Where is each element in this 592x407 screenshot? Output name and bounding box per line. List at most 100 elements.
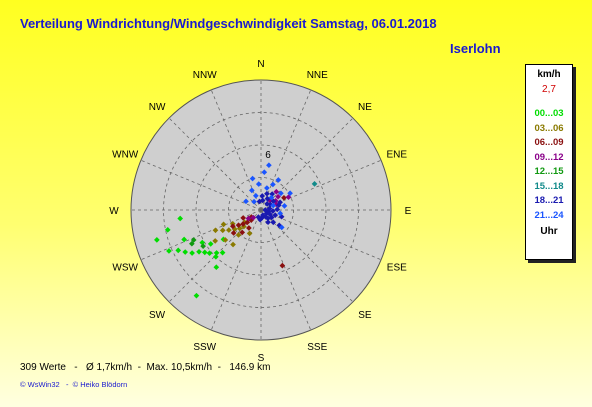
- chart-title: Verteilung Windrichtung/Windgeschwindigk…: [20, 16, 437, 31]
- data-point-5-0: [311, 181, 318, 187]
- data-point-7-9: [249, 175, 256, 182]
- data-point-1-8: [235, 232, 242, 238]
- data-point-1-0: [226, 227, 232, 233]
- data-point-6-19: [259, 193, 266, 199]
- data-point-7-10: [277, 210, 284, 217]
- data-point-7-13: [243, 198, 249, 205]
- legend-interval-2: 06...09: [534, 137, 564, 148]
- radial-tick-label: 6: [265, 150, 271, 161]
- data-point-0-7: [206, 250, 213, 257]
- rose-spoke: [260, 209, 354, 303]
- data-point-7-11: [287, 190, 293, 197]
- direction-label-N: N: [257, 59, 264, 70]
- direction-label-WNW: WNW: [112, 150, 139, 161]
- data-point-0-13: [164, 226, 171, 233]
- data-point-7-17: [249, 187, 255, 194]
- data-point-0-6: [201, 249, 208, 256]
- data-point-1-12: [220, 221, 227, 228]
- direction-label-ENE: ENE: [387, 150, 408, 161]
- data-point-1-7: [222, 237, 229, 243]
- data-point-0-11: [213, 253, 219, 260]
- data-point-6-10: [264, 201, 270, 207]
- rose-spoke: [140, 209, 262, 261]
- data-point-2-7: [279, 262, 286, 269]
- rose-spoke: [168, 117, 262, 211]
- data-point-0-4: [189, 250, 195, 256]
- location-label: Iserlohn: [450, 41, 501, 56]
- data-point-6-23: [263, 214, 269, 220]
- legend-interval-6: 18...21: [534, 195, 564, 206]
- rose-spoke: [260, 209, 382, 261]
- data-point-7-2: [252, 192, 259, 199]
- data-point-7-14: [270, 202, 277, 209]
- summary-text: 309 Werte - Ø 1,7km/h - Max. 10,5km/h - …: [20, 362, 271, 373]
- data-point-3-4: [250, 214, 257, 221]
- direction-label-WSW: WSW: [112, 262, 138, 273]
- data-point-7-3: [255, 181, 262, 187]
- rose-spoke: [210, 89, 262, 211]
- legend-interval-1: 03...06: [534, 122, 564, 134]
- data-point-6-27: [262, 207, 269, 213]
- data-point-3-7: [275, 193, 281, 200]
- data-point-0-12: [177, 215, 184, 222]
- data-point-4-2: [189, 240, 195, 247]
- data-point-0-14: [181, 236, 187, 243]
- data-point-7-4: [270, 181, 276, 188]
- data-point-6-11: [265, 219, 271, 226]
- rose-spoke: [260, 117, 354, 211]
- data-point-0-3: [182, 249, 189, 255]
- data-point-2-8: [239, 229, 246, 236]
- data-point-7-0: [268, 194, 275, 201]
- legend-unit: km/h: [537, 69, 561, 80]
- data-point-1-13: [230, 241, 236, 248]
- data-point-6-21: [277, 199, 283, 206]
- data-point-7-7: [261, 169, 268, 176]
- legend-mean-value: 2,7: [542, 84, 556, 95]
- rose-spoke: [210, 209, 262, 331]
- data-point-0-18: [193, 292, 200, 299]
- data-point-7-8: [278, 190, 284, 197]
- direction-label-S: S: [258, 353, 265, 364]
- data-point-2-10: [281, 194, 287, 201]
- data-point-0-2: [175, 247, 182, 254]
- data-point-7-15: [266, 162, 272, 169]
- direction-label-NNW: NNW: [193, 70, 217, 81]
- rose-ring: [195, 144, 327, 276]
- rose-spoke: [260, 209, 312, 331]
- direction-label-SSE: SSE: [307, 342, 327, 353]
- data-point-6-15: [274, 206, 281, 213]
- data-point-7-12: [275, 177, 282, 183]
- legend-interval-4: 12...15: [534, 166, 564, 177]
- data-point-1-10: [246, 230, 253, 237]
- direction-label-SW: SW: [149, 310, 166, 321]
- rose-spoke: [260, 89, 312, 211]
- data-point-0-10: [213, 264, 220, 271]
- data-point-0-1: [166, 248, 172, 254]
- data-point-6-4: [272, 212, 279, 219]
- rose-spoke: [140, 159, 262, 211]
- legend-interval-5: 15...18: [534, 180, 564, 192]
- data-point-7-6: [251, 198, 257, 205]
- direction-label-E: E: [405, 206, 412, 217]
- data-point-2-0: [240, 221, 246, 227]
- direction-label-SE: SE: [358, 310, 372, 321]
- data-point-3-5: [245, 215, 252, 222]
- rose-spoke: [168, 209, 262, 303]
- legend: km/h 2,7 00...03 03...06 06...09 09...12 12.…: [525, 64, 573, 260]
- data-point-6-28: [255, 214, 262, 220]
- data-point-3-3: [273, 188, 280, 195]
- data-point-0-5: [196, 248, 202, 255]
- data-point-6-25: [256, 198, 263, 205]
- direction-label-W: W: [109, 206, 119, 217]
- data-point-6-13: [264, 190, 270, 197]
- direction-label-NW: NW: [149, 102, 166, 113]
- data-point-1-3: [219, 227, 226, 234]
- data-point-0-9: [219, 249, 226, 256]
- data-point-1-4: [212, 227, 219, 234]
- legend-intervals: 00...03 03...06 06...09 09...12 12...15 15...…: [526, 107, 572, 223]
- direction-label-NE: NE: [358, 102, 372, 113]
- rose-spoke: [260, 159, 382, 211]
- legend-interval-3: 09...12: [534, 151, 564, 163]
- data-point-4-1: [200, 243, 206, 249]
